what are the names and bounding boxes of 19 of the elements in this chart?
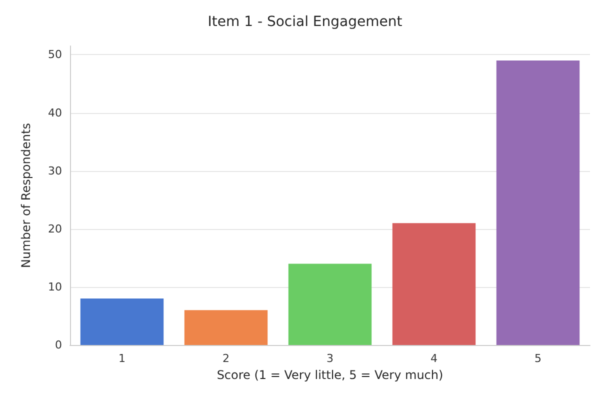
y-tick-label: 0: [55, 338, 62, 352]
bar: [392, 223, 476, 345]
bar: [184, 310, 268, 345]
y-tick-label: 50: [48, 48, 62, 62]
bar: [288, 264, 372, 345]
bar: [496, 60, 580, 345]
x-tick-label: 2: [222, 352, 230, 365]
bar: [80, 298, 164, 345]
chart-title: Item 1 - Social Engagement: [208, 14, 403, 30]
y-tick-label: 30: [48, 164, 62, 178]
y-tick-label: 40: [48, 106, 62, 120]
x-tick-label: 1: [118, 352, 126, 365]
x-tick-label: 3: [326, 352, 334, 365]
x-axis-title: Score (1 = Very little, 5 = Very much): [216, 368, 444, 382]
y-axis-title: Number of Respondents: [19, 123, 33, 268]
x-tick-label: 5: [534, 352, 542, 365]
x-tick-label: 4: [430, 352, 438, 365]
y-tick-label: 20: [48, 222, 62, 236]
y-tick-label: 10: [48, 280, 62, 294]
